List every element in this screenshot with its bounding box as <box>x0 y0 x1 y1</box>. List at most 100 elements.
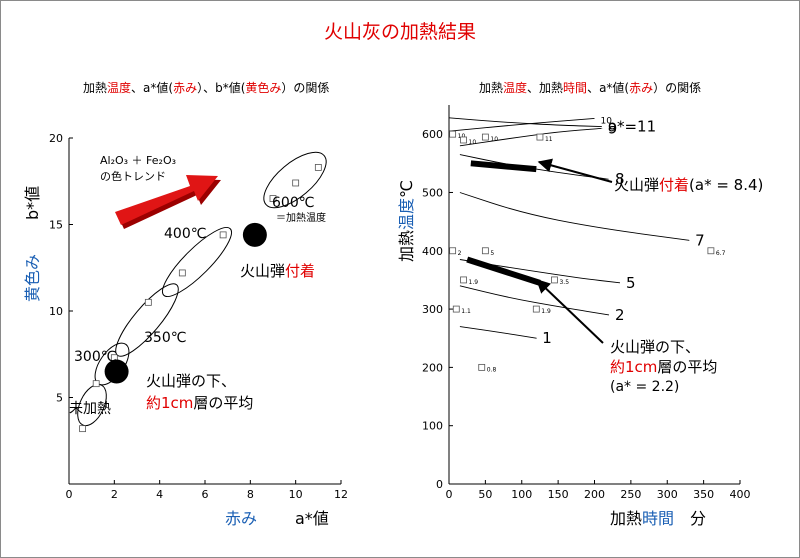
right-x-tick-label: 350 <box>693 488 714 501</box>
left-scatter-point <box>144 298 152 306</box>
label-600-note: ＝加熱温度 <box>276 211 326 224</box>
iso-line-label: 5 <box>626 274 636 292</box>
trend-label-line2: の色トレンド <box>100 169 166 183</box>
right-x-tick-label: 250 <box>620 488 641 501</box>
right-point-label: 5 <box>490 250 494 257</box>
right-point <box>452 305 460 313</box>
left-x-tick-label: 2 <box>111 488 118 501</box>
left-x-ticks: 0 2 4 6 8 10 12 <box>66 480 348 501</box>
right-under-label-line3: (a* = 2.2) <box>610 379 679 395</box>
left-highlight-point <box>242 222 267 247</box>
left-xlabel-unit: a*値 <box>295 509 329 528</box>
iso-line-label: 2 <box>615 306 625 324</box>
right-point-label: 6.7 <box>716 250 726 257</box>
right-point-label: 11 <box>545 136 553 143</box>
right-point <box>481 133 489 141</box>
right-attached-label: 火山弾付着(a* = 8.4) <box>614 176 763 194</box>
right-under-label-line2: 約1cm層の平均 <box>610 358 717 376</box>
left-scatter-points <box>79 164 322 433</box>
right-point-label: 1.1 <box>461 308 471 315</box>
left-y-tick-label: 15 <box>49 219 63 232</box>
iso-line-7 <box>459 192 690 241</box>
right-under-label-line1: 火山弾の下、 <box>610 338 700 356</box>
left-under-label-line1: 火山弾の下、 <box>146 372 236 390</box>
left-attached-label: 火山弾付着 <box>240 262 315 280</box>
left-scatter-point <box>79 425 86 433</box>
right-xlabel: 加熱時間 分 <box>610 509 706 528</box>
left-x-tick-label: 8 <box>247 488 254 501</box>
right-point <box>460 276 467 284</box>
right-thick-segments <box>466 160 541 286</box>
right-y-tick-label: 400 <box>422 245 443 258</box>
iso-line-label: 9 <box>608 119 618 137</box>
right-axes <box>448 105 740 485</box>
right-point-label: 0.8 <box>487 366 497 373</box>
left-y-ticks: 5 10 15 20 <box>49 132 73 405</box>
left-highlight-point <box>104 359 129 384</box>
left-ylabel-unit: b*値 <box>23 186 42 220</box>
right-point <box>707 247 715 255</box>
right-x-ticks: 0 50 100 150 200 250 300 350 400 <box>446 480 751 501</box>
right-x-tick-label: 300 <box>657 488 678 501</box>
right-y-tick-label: 300 <box>422 303 443 316</box>
right-x-tick-label: 150 <box>548 488 569 501</box>
left-scatter-point <box>92 380 100 388</box>
right-point-label: 10 <box>490 136 498 143</box>
trend-arrow <box>115 175 221 229</box>
right-y-tick-label: 600 <box>422 128 443 141</box>
left-xlabel-main: 赤み <box>225 509 257 528</box>
right-point-label: 1.9 <box>541 308 551 315</box>
iso-line-a*=11 <box>448 117 602 128</box>
right-point-label: 10 <box>469 139 477 146</box>
left-scatter-point <box>219 231 227 239</box>
ellipse-400 <box>162 227 232 297</box>
left-subtitle: 加熱温度、a*値(赤み）、b*値(黄色み）の関係 <box>83 80 329 95</box>
left-x-tick-label: 12 <box>334 488 348 501</box>
right-points: 10101011256.71.93.51.11.90.8 <box>449 130 726 373</box>
iso-line-label: 8 <box>615 170 625 188</box>
label-350: 350℃ <box>144 330 186 346</box>
right-ylabel: 加熱温度℃ <box>397 180 416 262</box>
right-x-tick-label: 400 <box>730 488 751 501</box>
iso-line-2 <box>459 285 610 316</box>
right-y-tick-label: 100 <box>422 420 443 433</box>
right-point-label: 1.9 <box>469 279 479 286</box>
arrow-attached <box>537 158 613 183</box>
right-x-tick-label: 0 <box>446 488 453 501</box>
right-y-tick-label: 500 <box>422 186 443 199</box>
left-y-tick-label: 5 <box>56 392 63 405</box>
left-x-tick-label: 10 <box>289 488 303 501</box>
left-y-tick-label: 10 <box>49 305 63 318</box>
right-x-tick-label: 200 <box>584 488 605 501</box>
ellipse-600 <box>263 151 327 209</box>
page-title: 火山灰の加熱結果 <box>324 21 476 43</box>
left-scatter-point <box>178 269 186 277</box>
right-y-tick-label: 200 <box>422 361 443 374</box>
right-y-ticks: 0 100 200 300 400 500 600 <box>422 128 453 491</box>
right-point <box>478 363 486 371</box>
iso-line-9 <box>459 127 603 147</box>
iso-line-label: 1 <box>542 329 552 347</box>
right-point <box>460 136 467 144</box>
right-y-tick-label: 0 <box>436 478 443 491</box>
label-unheated: 未加熱 <box>69 401 111 417</box>
iso-line-label: 10 <box>601 116 613 126</box>
thick-segment <box>466 256 541 286</box>
left-x-tick-label: 0 <box>66 488 73 501</box>
left-ylabel-main: 黄色み <box>23 254 42 302</box>
right-point <box>551 276 558 284</box>
ellipse-350 <box>115 283 179 357</box>
left-x-tick-label: 4 <box>156 488 163 501</box>
iso-line-label: 7 <box>695 231 705 249</box>
right-point <box>449 130 457 138</box>
right-point <box>449 247 457 255</box>
left-x-tick-label: 6 <box>202 488 209 501</box>
right-iso-lines <box>448 117 690 339</box>
thick-segment <box>470 160 537 173</box>
left-highlight-points <box>104 222 267 384</box>
right-point <box>536 133 544 141</box>
left-scatter-point <box>314 164 322 171</box>
